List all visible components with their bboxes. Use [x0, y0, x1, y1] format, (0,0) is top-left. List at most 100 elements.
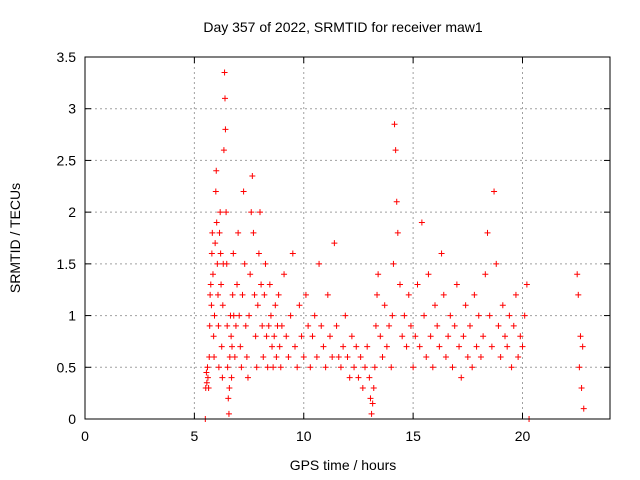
data-point [260, 353, 267, 360]
data-point [379, 353, 386, 360]
data-point [499, 302, 506, 309]
data-point [213, 219, 220, 226]
data-point [510, 322, 517, 329]
data-point [296, 302, 303, 309]
data-point [238, 364, 245, 371]
data-point [247, 271, 254, 278]
data-point [206, 322, 213, 329]
data-point [405, 291, 412, 298]
data-point [372, 322, 379, 329]
data-point [225, 410, 232, 417]
data-point [523, 281, 530, 288]
data-point [217, 250, 224, 257]
data-point [228, 333, 235, 340]
data-point [348, 333, 355, 340]
data-point [204, 374, 211, 381]
data-point [309, 333, 316, 340]
data-point [277, 364, 284, 371]
x-tick-label: 10 [296, 428, 312, 444]
data-point [491, 188, 498, 195]
data-point [300, 353, 307, 360]
data-point [486, 312, 493, 319]
data-point [218, 281, 225, 288]
data-point [517, 333, 524, 340]
y-tick-label: 1 [68, 308, 76, 324]
data-point [276, 343, 283, 350]
y-tick-label: 2 [68, 204, 76, 220]
data-point [322, 364, 329, 371]
data-point [294, 364, 301, 371]
data-point [423, 353, 430, 360]
data-point [220, 147, 227, 154]
data-point [250, 229, 257, 236]
data-point [355, 374, 362, 381]
data-point [357, 353, 364, 360]
data-point [506, 312, 513, 319]
data-point [369, 400, 376, 407]
data-point [401, 312, 408, 319]
data-point [331, 240, 338, 247]
data-point [383, 343, 390, 350]
data-point [421, 312, 428, 319]
data-point [381, 302, 388, 309]
data-point [388, 364, 395, 371]
data-point [257, 209, 263, 216]
data-point [292, 343, 298, 350]
data-point [429, 364, 436, 371]
data-point [397, 281, 403, 288]
data-point [580, 405, 587, 412]
data-point [515, 353, 522, 360]
data-point [484, 229, 491, 236]
data-point [283, 333, 290, 340]
data-point [392, 147, 399, 154]
data-point [258, 281, 265, 288]
data-point [222, 95, 228, 102]
data-point [265, 322, 272, 329]
data-point [445, 333, 452, 340]
data-point [237, 343, 244, 350]
data-point [302, 291, 309, 298]
data-point [214, 260, 221, 267]
data-point [477, 353, 484, 360]
data-point [438, 250, 445, 257]
data-point [502, 333, 508, 340]
data-point [229, 291, 236, 298]
data-point [482, 271, 489, 278]
data-point [232, 322, 239, 329]
data-point [235, 229, 242, 236]
data-point [391, 121, 398, 128]
data-point [209, 229, 216, 236]
data-point [278, 322, 285, 329]
data-point [264, 364, 271, 371]
data-point [272, 302, 279, 309]
x-tick-label: 15 [405, 428, 421, 444]
data-point [473, 343, 480, 350]
data-point [285, 353, 292, 360]
data-point [410, 364, 417, 371]
data-point [371, 364, 378, 371]
data-point [495, 322, 502, 329]
data-point [368, 410, 375, 417]
data-point [213, 167, 220, 174]
data-point [241, 260, 248, 267]
data-point [231, 353, 238, 360]
data-point [386, 322, 393, 329]
data-point [249, 172, 256, 179]
data-point [579, 343, 586, 350]
data-point [226, 384, 233, 391]
data-point [353, 343, 360, 350]
data-point [512, 291, 519, 298]
data-point [225, 395, 232, 402]
data-point [318, 322, 325, 329]
data-point [204, 364, 211, 371]
data-point [203, 379, 210, 386]
chart-title: Day 357 of 2022, SRMTID for receiver maw… [203, 19, 483, 35]
data-point [248, 209, 255, 216]
axis-ticks: 0 0.5 1 1.5 2 2.5 3 3.5 0 5 10 15 20 [57, 49, 610, 444]
y-tick-label: 3.5 [57, 49, 77, 65]
data-point [364, 343, 371, 350]
data-point [229, 343, 235, 350]
x-axis-label: GPS time / hours [290, 457, 397, 473]
data-point [367, 395, 374, 402]
